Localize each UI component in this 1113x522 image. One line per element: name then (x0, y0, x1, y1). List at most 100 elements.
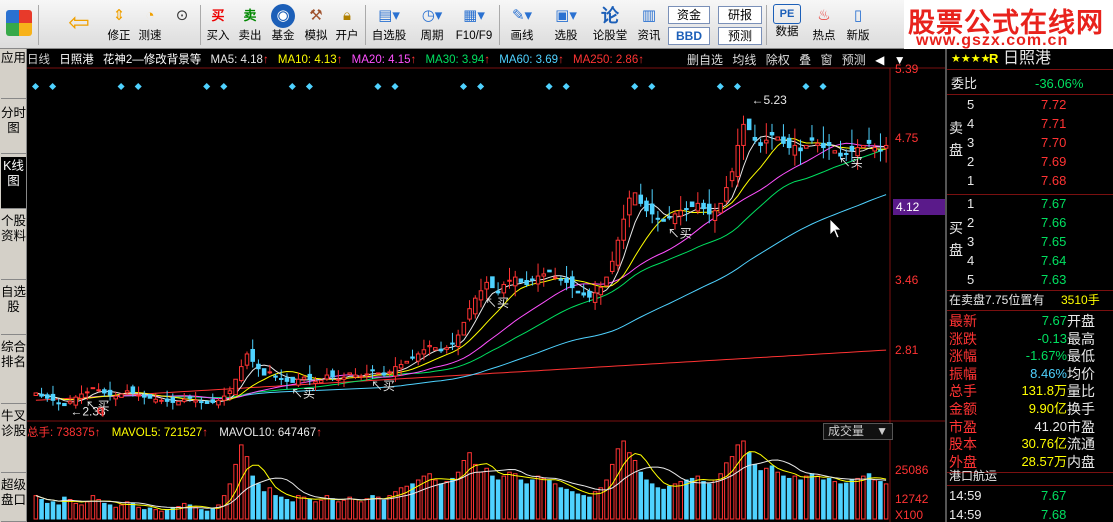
ask-price: 7.71 (1041, 116, 1067, 131)
dropdown-arrow-icon[interactable]: ▼ (893, 53, 906, 67)
bid-row[interactable]: 4 7.64 (947, 252, 1113, 270)
bid-row[interactable]: 5 7.63 (947, 271, 1113, 289)
ask-row[interactable]: 2 7.69 (947, 153, 1113, 171)
toolbar-button-3[interactable]: 卖 卖出 (235, 2, 265, 47)
tab-apps[interactable]: 应用 (1, 49, 26, 99)
sector-row[interactable]: 港口航运 (947, 467, 1113, 485)
volume-bar (415, 479, 421, 520)
tab-ranking[interactable]: 综合排名 (1, 338, 26, 404)
volume-bar (284, 499, 290, 520)
remove-watchlist-button[interactable]: 删自选 (687, 53, 724, 67)
toolbar-button-8[interactable]: ◷▾ 周期 (413, 2, 451, 47)
bid-row[interactable]: 1 7.67 (947, 195, 1113, 213)
toolbar-button-1[interactable]: ◔ 测速 (134, 2, 166, 47)
volume-header: 总手: 738375↑ MAVOL5: 721527↑ MAVOL10: 647… (27, 424, 330, 440)
market-grid-button[interactable] (2, 2, 36, 47)
volume-bar (826, 477, 832, 520)
volume-bar (404, 485, 410, 520)
volume-bar (735, 444, 741, 520)
candle-body (130, 386, 136, 394)
volume-indicator-select[interactable]: 成交量 ▼ (823, 423, 893, 440)
tab-watchlist[interactable]: 自选股 (1, 283, 26, 335)
back-button[interactable]: ⇦ (62, 2, 96, 47)
candle-body (284, 377, 290, 382)
volume-bar (592, 491, 598, 520)
kline-chart-area[interactable]: ←5.23 ←2.33 ↖买 ↖买 ↖买 ↖买 ↖买 ↖买 q 日线 日照港 花神2—修改背景等… (27, 49, 945, 522)
ask-row[interactable]: 1 7.68 (947, 172, 1113, 190)
forecast-box[interactable]: 预测 (718, 27, 762, 45)
research-box[interactable]: 研报 (718, 6, 762, 24)
candle-body (193, 399, 198, 403)
tab-profile[interactable]: 个股资料 (1, 212, 26, 280)
fund-flow-box[interactable]: 资金 (668, 6, 710, 24)
toolbar-button-6[interactable]: 🔒︎ 开户 (332, 2, 362, 47)
ask-row[interactable]: 5 7.72 (947, 96, 1113, 114)
forecast-button[interactable]: 预测 (841, 53, 866, 67)
ask-row[interactable]: 3 7.70 (947, 134, 1113, 152)
tab-level2[interactable]: 超级盘口 (1, 476, 26, 522)
toolbar-button-4[interactable]: ◉ 基金 (267, 2, 299, 47)
volume-bar (609, 463, 615, 520)
candle-body (592, 292, 598, 303)
candle-body (866, 139, 872, 144)
volume-bar (655, 487, 661, 520)
toolbar-button-10[interactable]: ✎▾ 画线 (502, 2, 542, 47)
stock-name: 日照港 (59, 54, 94, 66)
candle-body (706, 203, 712, 215)
toolbar-button-12[interactable]: 论 论股堂 (590, 2, 630, 47)
toolbar-button-11[interactable]: ▣▾ 选股 (546, 2, 586, 47)
toolbar-button-0[interactable]: ⇕ 修正 (102, 2, 136, 47)
ask-price: 7.69 (1041, 154, 1067, 169)
toolbar-button-2[interactable]: 买 买入 (203, 2, 233, 47)
ma5-label: MA5: 4.18↑ (210, 54, 269, 66)
formula-name[interactable]: 花神2—修改背景等 (102, 54, 202, 66)
toolbar-button-15[interactable]: ♨ 热点 (808, 2, 840, 47)
volume-bar (444, 481, 450, 520)
kline-svg[interactable]: ←5.23←2.33↖买↖买↖买↖买↖买↖买q (27, 49, 945, 522)
candle-body (746, 118, 752, 131)
toolbar-button-13[interactable]: ▥ 资讯 (632, 2, 666, 47)
toolbar-button-9[interactable]: ▦▾ F10/F9 (453, 2, 495, 47)
candle-body (50, 393, 56, 401)
screen-icon: ▣▾ (555, 7, 577, 24)
toolbar-button-speed[interactable]: ⊙ 测速 (166, 2, 198, 47)
prev-arrow-icon[interactable]: ◀ (875, 53, 885, 67)
stat-value: 30.76亿 (1021, 436, 1067, 452)
candle-body (615, 239, 621, 266)
candle-body (341, 376, 347, 380)
toolbar-button-16[interactable]: ▯ 新版 (842, 2, 874, 47)
fund-icon: ◉ (271, 4, 295, 28)
tab-diagnosis[interactable]: 牛叉诊股 (1, 407, 26, 473)
chart-right-buttons: 删自选 均线 除权 叠 窗 预测 ◀ ▼ (687, 51, 912, 68)
ask-row[interactable]: 4 7.71 (947, 115, 1113, 133)
window-button[interactable]: 窗 (820, 53, 833, 67)
divider (947, 94, 1113, 95)
tab-intraday[interactable]: 分时图 (1, 104, 26, 154)
volume-bar (393, 491, 398, 520)
toolbar-button-7[interactable]: ▤▾ 自选股 (368, 2, 410, 47)
toolbar-button-14[interactable]: PE 数据 (768, 2, 806, 47)
overlay-button[interactable]: 叠 (799, 53, 812, 67)
tab-kline[interactable]: K线图 (1, 157, 26, 209)
candle-body (826, 142, 832, 146)
candle-body (102, 389, 107, 394)
mavol5-label: MAVOL5: 721527↑ (111, 427, 209, 439)
candle-body (798, 147, 803, 152)
candle-body (381, 372, 387, 376)
ex-rights-button[interactable]: 除权 (765, 53, 790, 67)
signal-diamond (648, 82, 656, 91)
bid-row[interactable]: 3 7.65 (947, 233, 1113, 251)
volume-bar (764, 467, 769, 520)
volume-bar (570, 491, 575, 520)
bid-row[interactable]: 2 7.66 (947, 214, 1113, 232)
bbd-box[interactable]: BBD (668, 27, 710, 45)
period-label[interactable]: 日线 (27, 54, 50, 66)
toolbar-button-5[interactable]: ⚒ 模拟 (300, 2, 332, 47)
sector-name[interactable]: 港口航运 (949, 469, 998, 483)
volume-bar (181, 502, 187, 520)
ma-button[interactable]: 均线 (732, 53, 757, 67)
stat-key-2: 量比 (1067, 383, 1095, 400)
tick-price: 7.68 (1041, 507, 1067, 522)
tick-time: 14:59 (949, 488, 982, 503)
volume-bar (786, 477, 792, 520)
